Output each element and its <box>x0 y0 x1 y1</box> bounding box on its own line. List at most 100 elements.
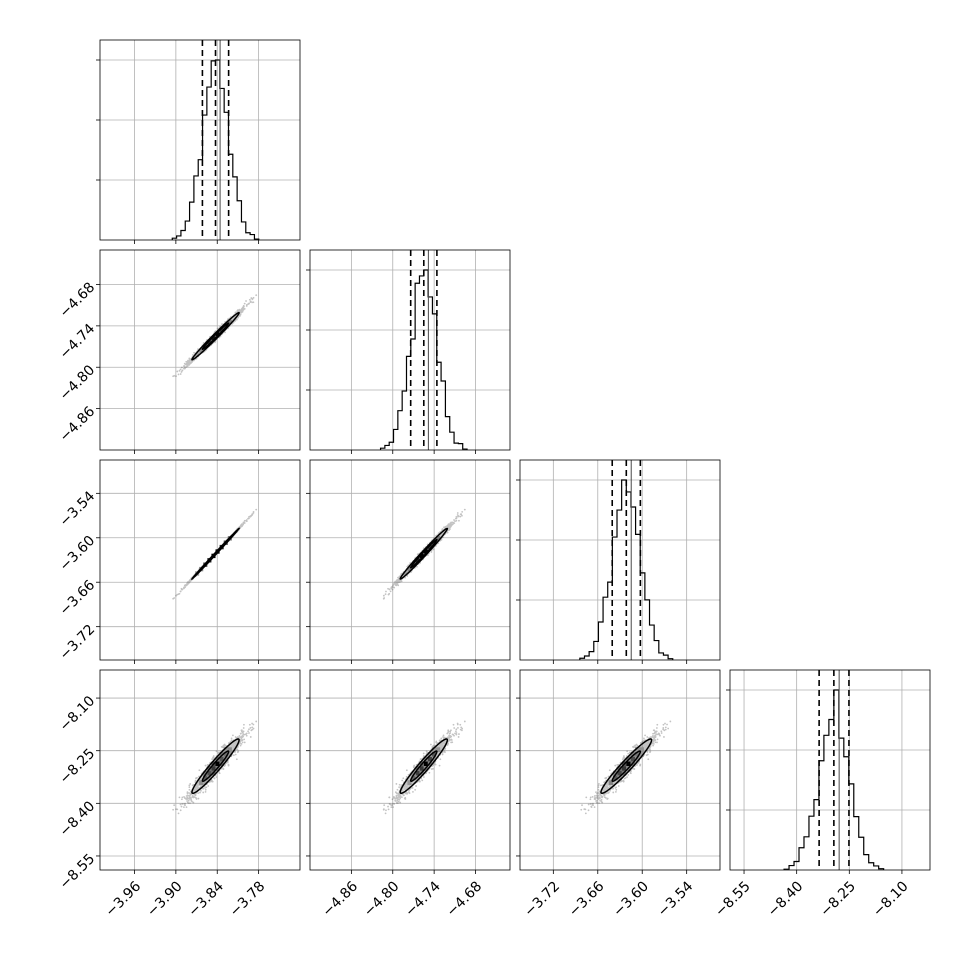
sample-point <box>455 517 458 520</box>
sample-point <box>393 582 396 585</box>
sample-point <box>183 364 186 367</box>
sample-point <box>450 524 453 526</box>
sample-point <box>211 758 213 761</box>
sample-point <box>243 521 245 524</box>
sample-point <box>388 588 391 591</box>
sample-point <box>416 553 419 556</box>
sample-point <box>250 514 253 517</box>
panel-content <box>100 460 300 660</box>
sample-point <box>242 522 245 525</box>
sample-point <box>243 307 246 310</box>
sample-point <box>188 580 191 583</box>
sample-point <box>186 581 189 584</box>
sample-point <box>186 583 188 585</box>
density-cell <box>223 323 228 329</box>
sample-point <box>443 526 445 529</box>
sample-point <box>456 512 459 514</box>
sample-point <box>239 732 242 735</box>
density-cell <box>199 348 204 353</box>
sample-point <box>448 524 451 527</box>
sample-point <box>241 310 244 313</box>
sample-point <box>186 360 189 363</box>
sample-point <box>241 736 244 739</box>
sample-point <box>444 526 447 529</box>
sample-point <box>175 808 177 811</box>
sample-point <box>448 526 451 528</box>
sample-point <box>239 526 242 528</box>
sample-point <box>187 580 190 583</box>
panel-content <box>100 250 300 450</box>
sample-point <box>252 512 255 514</box>
sample-point <box>252 723 255 726</box>
sample-point <box>188 580 191 583</box>
sample-point <box>186 583 189 586</box>
sample-point <box>237 316 240 319</box>
sample-point <box>188 361 191 364</box>
sample-point <box>187 363 190 366</box>
sample-point <box>398 575 401 578</box>
sample-point <box>239 315 241 317</box>
sample-point <box>444 525 447 528</box>
sample-point <box>396 582 398 585</box>
sample-point <box>247 303 249 306</box>
sample-point <box>241 523 244 526</box>
sample-point <box>398 580 401 583</box>
sample-point <box>242 308 245 311</box>
sample-point <box>239 311 242 314</box>
panel-frame <box>99 39 301 241</box>
sample-point <box>243 307 246 310</box>
sample-point <box>399 579 401 582</box>
sample-point <box>446 525 449 528</box>
panel-content <box>100 40 300 240</box>
sample-point <box>239 525 242 528</box>
sample-point <box>400 579 402 582</box>
sample-point <box>248 515 251 518</box>
sample-point <box>236 736 239 739</box>
sample-point <box>241 309 244 311</box>
sample-point <box>234 743 237 745</box>
sample-point <box>197 348 199 351</box>
sample-point <box>251 298 254 301</box>
sample-point <box>238 525 241 528</box>
sample-point <box>447 525 450 528</box>
sample-point <box>190 579 193 582</box>
sample-point <box>234 311 237 314</box>
sample-point <box>188 580 191 583</box>
sample-point <box>232 745 235 747</box>
sample-point <box>242 522 245 525</box>
sample-point <box>395 584 398 587</box>
sample-point <box>186 797 189 799</box>
sample-point <box>248 515 250 518</box>
sample-point <box>241 306 244 309</box>
sample-point <box>242 306 245 309</box>
sample-point <box>241 524 244 526</box>
sample-point <box>243 521 246 524</box>
sample-point <box>189 362 191 364</box>
sample-point <box>184 363 187 366</box>
sample-point <box>239 313 242 316</box>
sample-point <box>230 737 233 740</box>
panel-content <box>520 460 720 660</box>
sample-point <box>447 523 450 526</box>
sample-point <box>188 361 191 364</box>
sample-point <box>242 308 244 311</box>
sample-point <box>460 513 463 516</box>
sample-point <box>220 745 223 748</box>
sample-point <box>187 581 189 584</box>
sample-point <box>448 523 451 526</box>
sample-point <box>172 375 175 378</box>
sample-point <box>447 525 450 528</box>
sample-point <box>188 579 191 582</box>
sample-point <box>252 510 255 513</box>
sample-point <box>241 729 243 732</box>
sample-point <box>396 583 399 586</box>
sample-point <box>382 597 385 600</box>
sample-point <box>186 583 189 586</box>
sample-point <box>447 526 450 529</box>
sample-point <box>395 580 398 582</box>
sample-point <box>251 301 253 304</box>
sample-point <box>188 359 191 362</box>
sample-point <box>232 747 234 750</box>
panel-0-0 <box>96 39 301 244</box>
sample-point <box>450 525 452 528</box>
